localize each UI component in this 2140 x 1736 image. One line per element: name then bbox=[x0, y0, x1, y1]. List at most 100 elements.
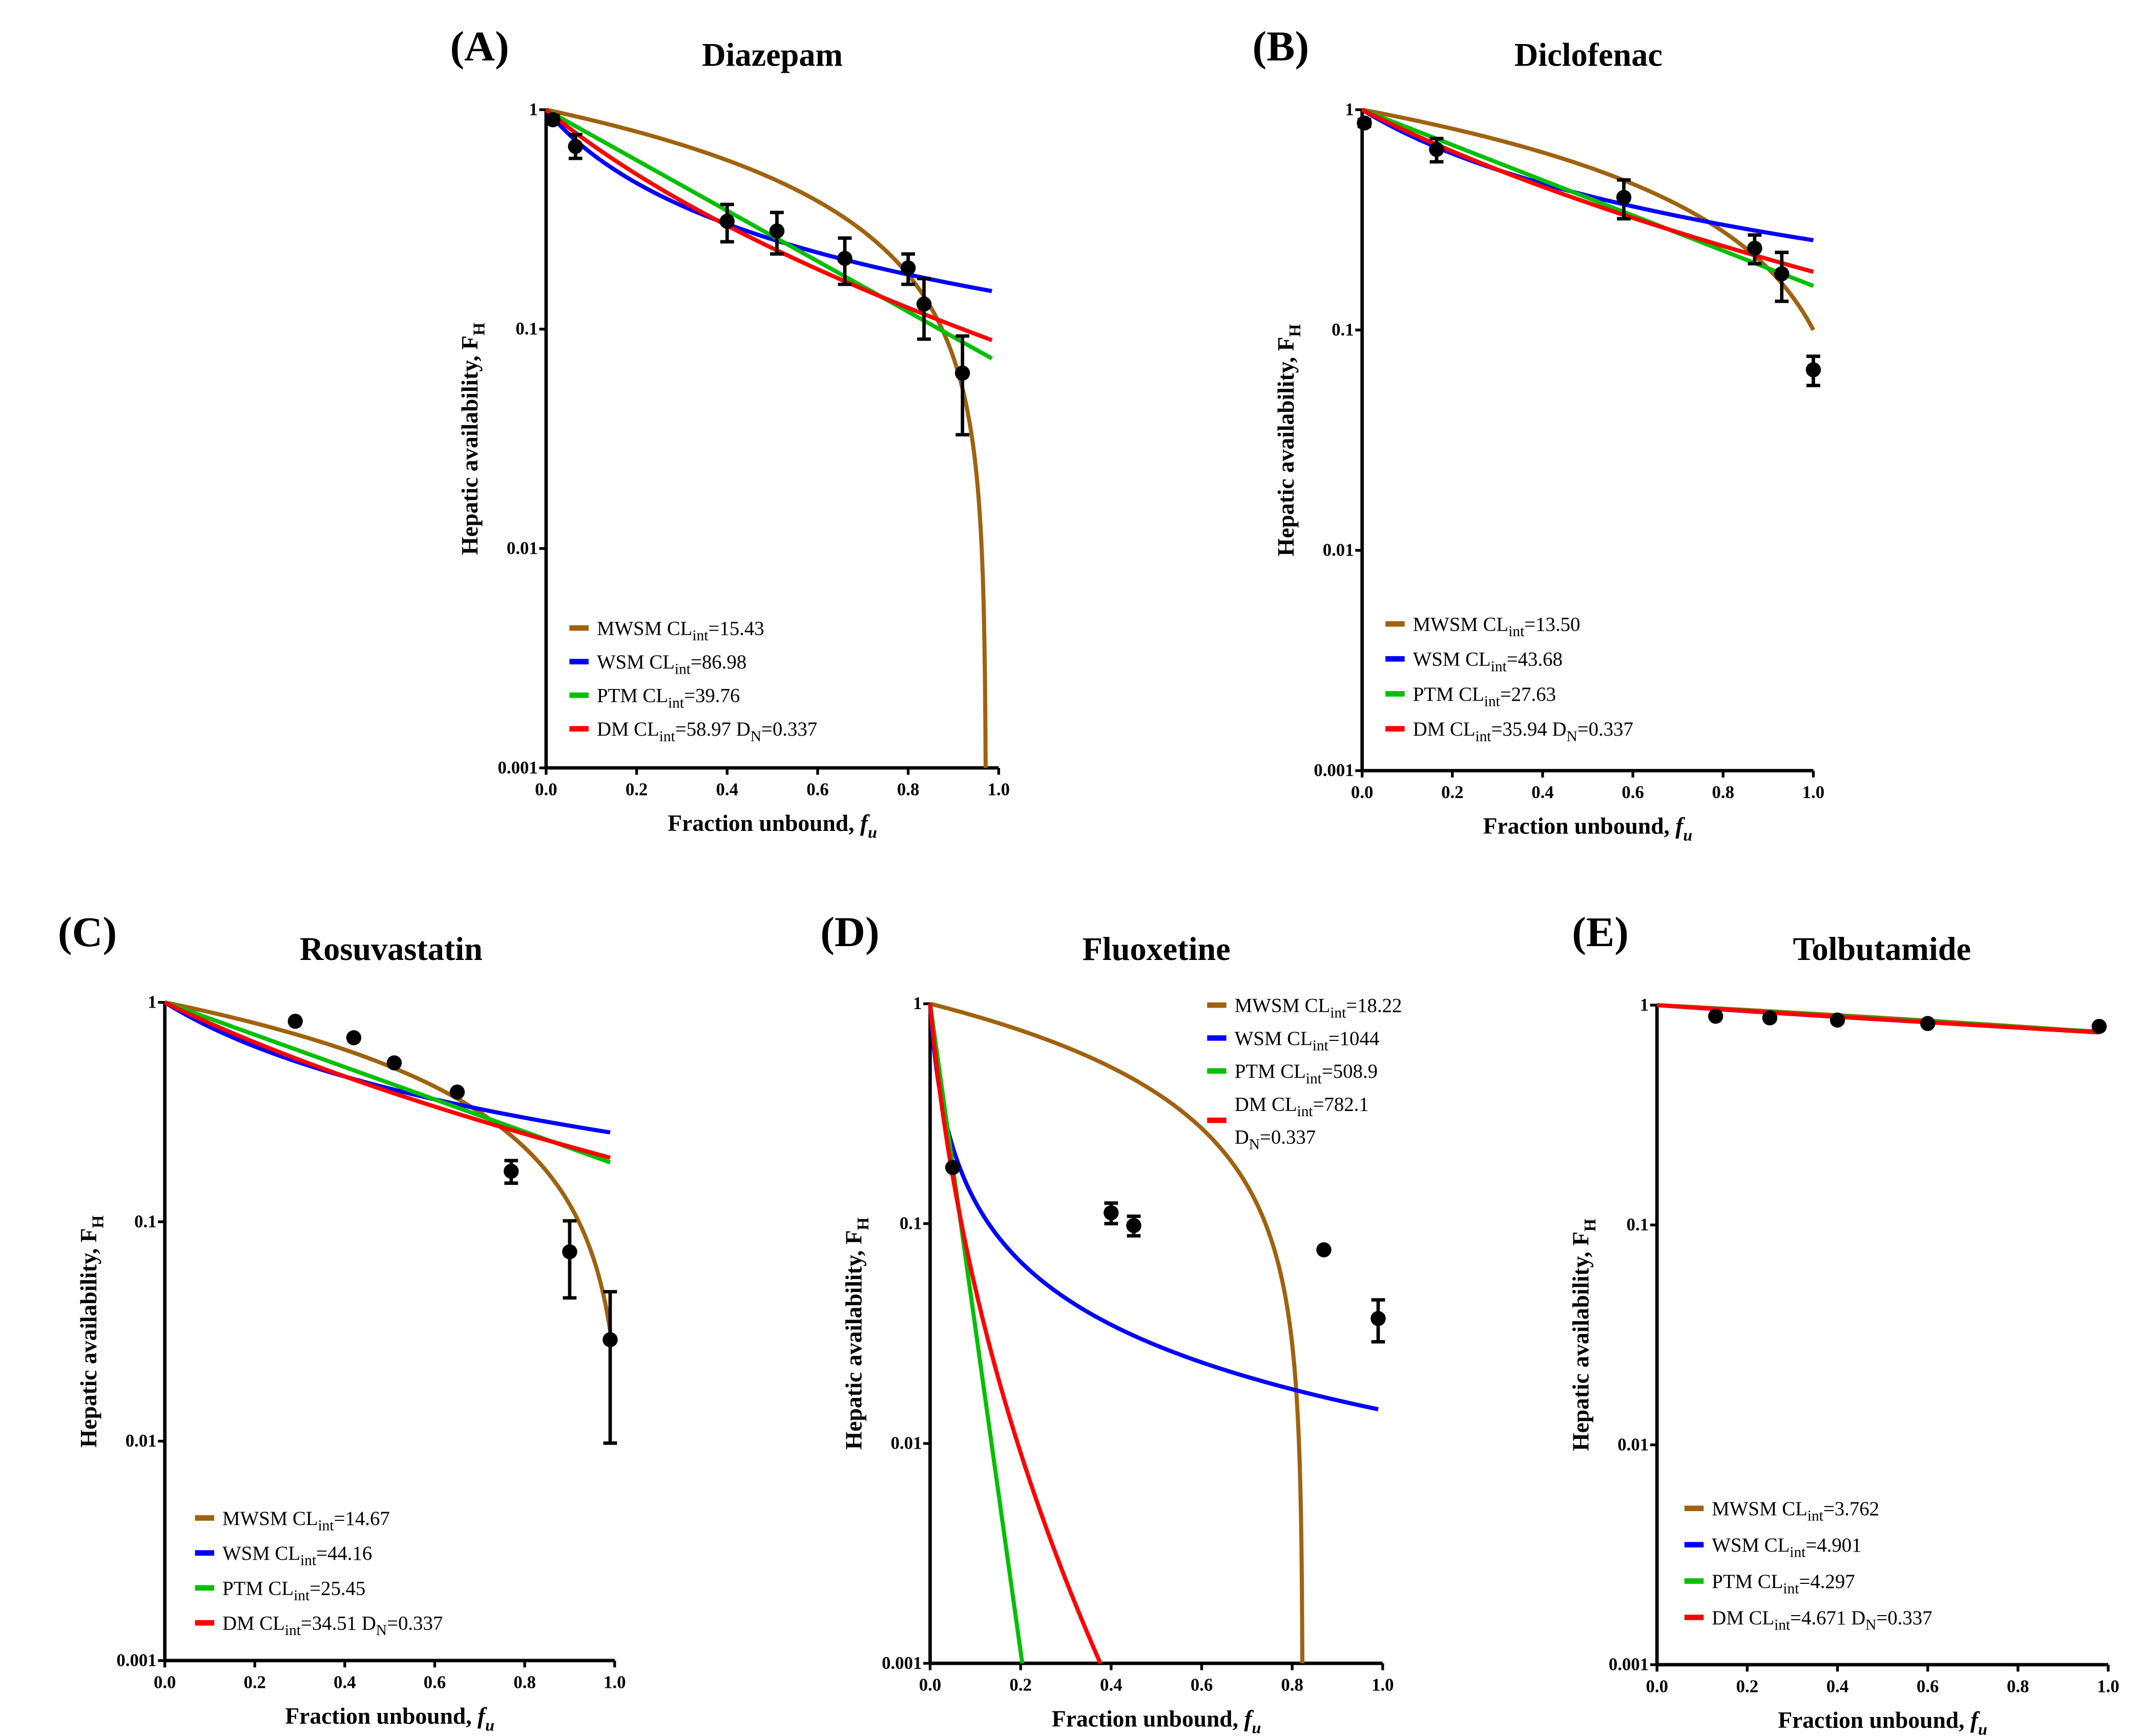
legend-clint: =18.22 bbox=[1346, 995, 1402, 1017]
x-tick-label: 0.4 bbox=[1531, 782, 1554, 802]
legend-clint: =43.68 bbox=[1507, 649, 1563, 671]
curve-mwsm bbox=[929, 1001, 1305, 1664]
legend-dn: =0.337 bbox=[387, 1613, 443, 1635]
legend-model: DM CL bbox=[597, 718, 659, 740]
x-tick-label: 0.8 bbox=[1712, 782, 1734, 802]
y-axis-label-sub: H bbox=[1581, 1219, 1599, 1231]
curve-wsm bbox=[163, 1000, 611, 1135]
x-axis-label-var: f bbox=[1675, 813, 1685, 839]
data-point bbox=[568, 139, 584, 154]
y-tick-label: 0.01 bbox=[507, 538, 538, 558]
y-tick-label: 0.01 bbox=[890, 1433, 922, 1453]
curve-wsm bbox=[544, 108, 992, 294]
legend-clint: =34.51 bbox=[301, 1613, 357, 1635]
x-tick-label: 0.6 bbox=[1917, 1676, 1939, 1696]
data-point bbox=[1316, 1242, 1332, 1258]
legend-dn: =0.337 bbox=[1577, 718, 1633, 740]
data-point bbox=[954, 365, 970, 381]
data-point bbox=[1774, 266, 1790, 282]
legend-clint: =13.50 bbox=[1524, 613, 1580, 635]
legend-sub: int bbox=[1774, 1617, 1790, 1634]
x-tick-label: 0.2 bbox=[626, 780, 648, 800]
y-axis-label-text: Hepatic availability, F bbox=[75, 1228, 101, 1448]
x-tick-label: 0.0 bbox=[919, 1675, 942, 1695]
y-tick-label: 0.1 bbox=[1332, 320, 1354, 340]
legend-sub: N bbox=[1865, 1617, 1876, 1634]
legend-entry-ptm: PTM CLint=27.63 bbox=[1413, 683, 1556, 710]
legend-sub: int bbox=[1313, 1038, 1328, 1054]
data-point bbox=[1429, 142, 1444, 157]
panel-label: (E) bbox=[1572, 908, 1629, 955]
chart-title: Rosuvastatin bbox=[300, 931, 483, 967]
y-tick-label: 0.01 bbox=[1323, 540, 1354, 560]
data-point bbox=[346, 1030, 362, 1045]
x-tick-label: 0.4 bbox=[1826, 1676, 1849, 1696]
legend-entry-wsm: WSM CLint=1044 bbox=[1235, 1028, 1380, 1054]
data-point bbox=[1126, 1218, 1141, 1233]
panel-label: (A) bbox=[450, 23, 509, 70]
y-tick-label: 1 bbox=[529, 99, 537, 119]
x-axis-label: Fraction unbound, fu bbox=[668, 810, 877, 841]
data-point bbox=[837, 250, 853, 266]
y-axis-label-sub: H bbox=[1285, 324, 1304, 337]
legend-sub: int bbox=[1297, 1103, 1313, 1120]
y-tick-label: 0.1 bbox=[134, 1211, 157, 1231]
legend-sub: N bbox=[751, 728, 761, 745]
legend-sub: int bbox=[675, 661, 691, 678]
legend-model: WSM CL bbox=[1712, 1534, 1790, 1556]
legend-model: WSM CL bbox=[1235, 1028, 1313, 1050]
chart-title: Tolbutamide bbox=[1793, 931, 1971, 967]
legend-model: MWSM CL bbox=[597, 617, 692, 639]
x-tick-label: 1.0 bbox=[1372, 1675, 1394, 1695]
legend-model: PTM CL bbox=[222, 1577, 294, 1599]
panel-diclofenac: (B) Diclofenac 0.0 0.2 0.4 0.6 0.8 1.0 0.001 0.01… bbox=[1253, 23, 1825, 844]
legend-sub: int bbox=[1790, 1544, 1805, 1561]
x-tick-label: 1.0 bbox=[988, 780, 1010, 800]
legend-dn: =0.337 bbox=[1876, 1607, 1932, 1629]
data-point bbox=[1357, 115, 1372, 131]
legend-entry-dm: DM CLint=34.51 DN=0.337 bbox=[222, 1613, 443, 1639]
x-tick-label: 0.0 bbox=[1351, 782, 1374, 802]
legend-entry-wsm: WSM CLint=43.68 bbox=[1413, 649, 1563, 675]
curve-dm bbox=[1656, 1003, 2100, 1035]
legend-clint: =58.97 bbox=[675, 718, 731, 740]
panel-label: (D) bbox=[820, 908, 879, 955]
panel-rosuvastatin: (C) Rosuvastatin 0.0 0.2 0.4 0.6 0.8 1.0 0.001 0.… bbox=[58, 908, 626, 1734]
legend-entry-mwsm: MWSM CLint=15.43 bbox=[597, 617, 764, 644]
legend-dn-prefix: D bbox=[357, 1613, 376, 1635]
x-axis-label-var: f bbox=[477, 1703, 487, 1729]
x-axis-label: Fraction unbound, fu bbox=[285, 1703, 494, 1734]
legend-clint: =4.901 bbox=[1805, 1534, 1861, 1556]
y-axis-label-sub: H bbox=[469, 323, 488, 336]
data-point bbox=[1708, 1009, 1723, 1024]
legend-sub: int bbox=[300, 1553, 316, 1569]
legend-model: MWSM CL bbox=[1235, 995, 1330, 1017]
y-axis-label: Hepatic availability, FH bbox=[1273, 324, 1304, 556]
data-point bbox=[2091, 1019, 2107, 1034]
x-tick-label: 1.0 bbox=[604, 1672, 626, 1692]
legend-sub: int bbox=[668, 695, 684, 711]
chart-title: Fluoxetine bbox=[1083, 931, 1231, 967]
legend-sub: N bbox=[1567, 728, 1577, 745]
y-axis-label: Hepatic availability, FH bbox=[456, 323, 488, 555]
legend-model: WSM CL bbox=[1413, 649, 1491, 671]
panel-diazepam: (A) Diazepam 0.0 0.2 0.4 0.6 0.8 1.0 0.001 0.01 0.… bbox=[450, 23, 1010, 842]
curve-dm bbox=[545, 108, 993, 342]
legend-clint: =27.63 bbox=[1500, 683, 1556, 705]
x-axis-label-sub: u bbox=[868, 823, 877, 842]
data-point bbox=[1762, 1010, 1778, 1026]
x-tick-label: 0.6 bbox=[424, 1672, 446, 1692]
x-tick-label: 0.8 bbox=[897, 780, 920, 800]
x-axis-label-var: f bbox=[1244, 1705, 1254, 1731]
legend-sub: int bbox=[659, 728, 675, 745]
legend-entry-ptm: PTM CLint=508.9 bbox=[1235, 1060, 1378, 1087]
y-axis-label-text: Hepatic availability, F bbox=[456, 336, 483, 555]
legend-sub: int bbox=[692, 628, 708, 644]
legend-entry-dm: DM CLint=4.671 DN=0.337 bbox=[1712, 1607, 1932, 1634]
x-axis-label-text: Fraction unbound, bbox=[1778, 1707, 1970, 1733]
data-point bbox=[1830, 1012, 1845, 1028]
data-point bbox=[1747, 240, 1762, 256]
panel-label: (B) bbox=[1253, 23, 1310, 70]
legend-model: PTM CL bbox=[597, 685, 668, 707]
curve-ptm bbox=[545, 108, 993, 361]
